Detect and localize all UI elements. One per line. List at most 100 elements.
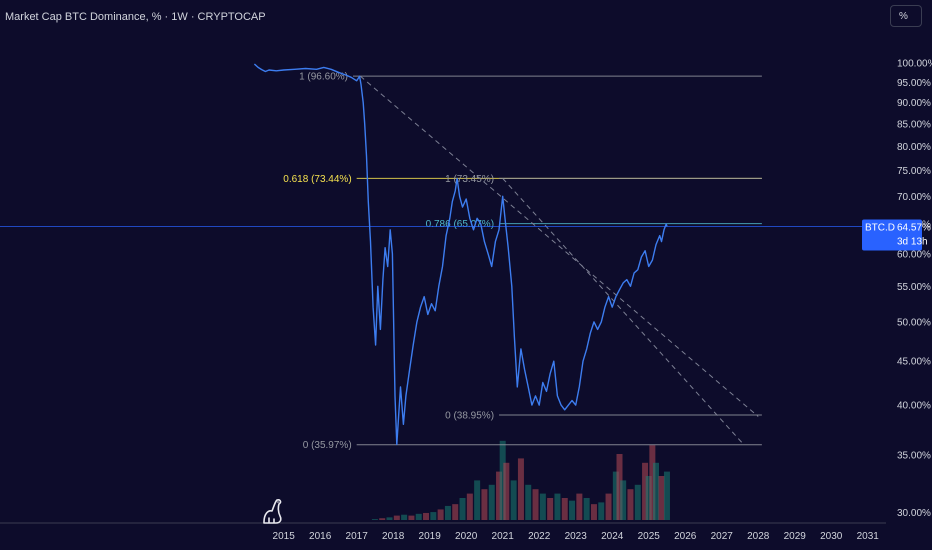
trendline: [502, 178, 744, 445]
fib-level-label: 0 (35.97%): [303, 440, 352, 451]
x-tick-label: 2024: [601, 531, 624, 542]
volume-bar: [590, 504, 597, 520]
volume-bar: [393, 515, 400, 520]
volume-bar: [408, 515, 415, 520]
volume-bar: [386, 517, 393, 520]
y-tick-label: 90.00%: [897, 98, 931, 109]
volume-bar: [481, 489, 488, 520]
volume-bar: [583, 498, 590, 520]
volume-bar: [616, 454, 623, 520]
x-tick-label: 2025: [638, 531, 661, 542]
price-badge-symbol: BTC.D: [865, 222, 895, 233]
btc-dominance-line: [253, 63, 668, 446]
x-tick-label: 2017: [346, 531, 369, 542]
y-tick-label: 60.00%: [897, 249, 931, 260]
price-series: [253, 63, 668, 446]
volume-bar: [517, 458, 524, 520]
price-badge: BTC.D 64.57% 3d 13h: [862, 219, 931, 251]
volume-bar: [658, 476, 665, 520]
volume-bar: [612, 471, 619, 520]
volume-bar: [653, 462, 660, 520]
volume-bar: [642, 462, 649, 520]
volume-bar: [415, 513, 422, 520]
volume-bar: [649, 445, 656, 520]
y-tick-label: 70.00%: [897, 192, 931, 203]
volume-bar: [430, 512, 437, 520]
volume-bar: [466, 493, 473, 520]
x-tick-label: 2028: [747, 531, 770, 542]
y-tick-label: 40.00%: [897, 401, 931, 412]
volume-bar: [499, 440, 506, 520]
x-tick-label: 2015: [273, 531, 296, 542]
chart-title: Market Cap BTC Dominance, % · 1W · CRYPT…: [5, 11, 266, 23]
volume-bar: [627, 489, 634, 520]
volume-bar: [539, 493, 546, 520]
volume-bar: [371, 519, 378, 520]
volume-bar: [401, 514, 408, 520]
trendlines: [359, 75, 759, 445]
y-axis: 30.00% 35.00% 40.00% 45.00% 50.00% 55.00% 60.0…: [897, 59, 932, 519]
y-tick-label: 100.00%: [897, 59, 932, 70]
x-tick-label: 2031: [857, 531, 880, 542]
volume-bar: [569, 500, 576, 520]
volume-bar: [576, 493, 583, 520]
x-tick-label: 2016: [309, 531, 332, 542]
y-tick-label: 45.00%: [897, 357, 931, 368]
x-tick-label: 2020: [455, 531, 478, 542]
volume-bar: [547, 498, 554, 520]
fib-level-label: 0 (38.95%): [445, 411, 494, 422]
x-tick-label: 2019: [419, 531, 442, 542]
y-tick-label: 80.00%: [897, 142, 931, 153]
volume-bar: [496, 471, 503, 520]
volume-bar: [379, 518, 386, 520]
volume-bar: [561, 498, 568, 520]
y-tick-label: 75.00%: [897, 166, 931, 177]
y-tick-label: 95.00%: [897, 78, 931, 89]
fibonacci-levels: 1 (96.60%) 0.618 (73.44%) 0 (35.97%) 1 (73.…: [283, 72, 762, 451]
tradingview-logo-icon: [263, 499, 282, 524]
x-tick-label: 2027: [711, 531, 734, 542]
volume-bar: [554, 493, 561, 520]
volume-bar: [459, 498, 466, 520]
price-badge-countdown: 3d 13h: [897, 236, 928, 247]
volume-bar: [423, 512, 430, 520]
fib-level-label: 0.618 (73.44%): [283, 174, 351, 185]
volume-bar: [525, 484, 532, 520]
volume-bar: [645, 476, 652, 520]
volume-bar: [452, 504, 459, 520]
volume-bar: [663, 471, 670, 520]
y-tick-label: 50.00%: [897, 317, 931, 328]
y-tick-label: 85.00%: [897, 119, 931, 130]
x-tick-label: 2022: [528, 531, 551, 542]
volume-bar: [503, 462, 510, 520]
x-tick-label: 2023: [565, 531, 588, 542]
x-tick-label: 2026: [674, 531, 697, 542]
price-badge-value: 64.57%: [897, 222, 931, 233]
percent-scale-button[interactable]: %: [890, 5, 922, 27]
volume-bar: [437, 509, 444, 520]
volume-bar: [488, 484, 495, 520]
y-tick-label: 55.00%: [897, 282, 931, 293]
volume-bar: [620, 480, 627, 520]
price-badge-background: [862, 219, 922, 251]
volume-bar: [532, 489, 539, 520]
volume-bar: [598, 502, 605, 520]
x-axis: 2015 2016 2017 2018 2019 2020 2021 2022 2023 2024…: [273, 531, 880, 542]
fib-level-label: 1 (96.60%): [299, 72, 348, 83]
volume-bar: [510, 480, 517, 520]
fib-level-label: 0.786 (65.07%): [426, 219, 494, 230]
x-tick-label: 2030: [820, 531, 843, 542]
volume-bar: [474, 480, 481, 520]
trendline: [359, 75, 759, 417]
fib-level-label: 1 (73.45%): [445, 174, 494, 185]
y-tick-label: 35.00%: [897, 450, 931, 461]
y-tick-label: 30.00%: [897, 508, 931, 519]
volume-bar: [444, 505, 451, 520]
volume-bars: [371, 440, 670, 520]
x-tick-label: 2029: [784, 531, 807, 542]
x-tick-label: 2021: [492, 531, 515, 542]
volume-bar: [634, 484, 641, 520]
volume-bar: [605, 493, 612, 520]
